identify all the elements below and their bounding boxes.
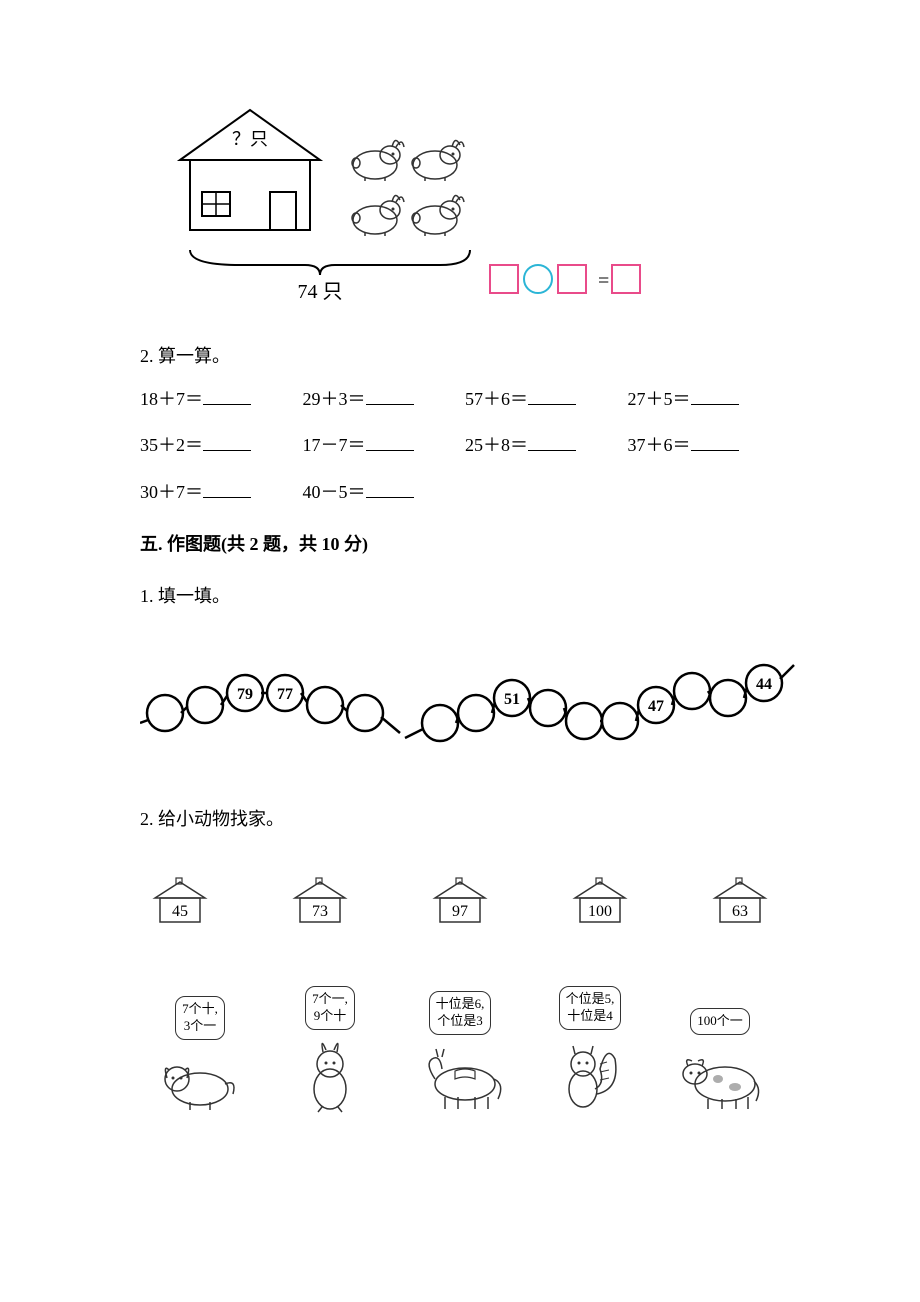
svg-text:44: 44 xyxy=(756,676,772,693)
house-item: 97 xyxy=(430,876,490,936)
calc-item: 35＋2＝ xyxy=(140,429,293,461)
calc-item: 37＋6＝ xyxy=(628,429,781,461)
house-item: 63 xyxy=(710,876,770,936)
answer-blank[interactable] xyxy=(366,432,414,451)
calc-item: 40－5＝ xyxy=(303,476,456,508)
house-item: 73 xyxy=(290,876,350,936)
animal-squirrel: 个位是5,十位是4 xyxy=(530,986,650,1124)
answer-blank[interactable] xyxy=(366,479,414,498)
svg-text:45: 45 xyxy=(172,903,188,920)
speech-bubble: 7个十,3个一 xyxy=(175,996,225,1040)
svg-text:63: 63 xyxy=(732,903,748,920)
animal-rabbit: 7个一,9个十 xyxy=(270,986,390,1124)
answer-blank[interactable] xyxy=(691,386,739,405)
answer-blank[interactable] xyxy=(203,386,251,405)
speech-bubble: 个位是5,十位是4 xyxy=(559,986,622,1030)
calc-item: 27＋5＝ xyxy=(628,383,781,415)
svg-text:73: 73 xyxy=(312,903,328,920)
svg-text:97: 97 xyxy=(452,903,468,920)
horse-icon xyxy=(410,1039,510,1114)
speech-bubble: 100个一 xyxy=(690,1008,750,1035)
rabbits-group xyxy=(352,140,464,236)
calc-item: 29＋3＝ xyxy=(303,383,456,415)
house-item: 45 xyxy=(150,876,210,936)
house-item: 100 xyxy=(570,876,630,936)
question-1-label: 1. 填一填。 xyxy=(140,580,780,612)
dog-icon xyxy=(155,1044,245,1114)
calc-item: 25＋8＝ xyxy=(465,429,618,461)
calc-item: 30＋7＝ xyxy=(140,476,293,508)
rabbit-icon xyxy=(290,1034,370,1114)
svg-text:79: 79 xyxy=(237,686,253,703)
calc-grid: 18＋7＝ 29＋3＝ 57＋6＝ 27＋5＝ 35＋2＝ 17－7＝ 25＋8… xyxy=(140,383,780,508)
house-drawing: ？只 xyxy=(180,110,320,230)
calc-item: 57＋6＝ xyxy=(465,383,618,415)
svg-text:47: 47 xyxy=(648,698,664,715)
section-5-header: 五. 作图题(共 2 题，共 10 分) xyxy=(140,528,780,560)
answer-blank[interactable] xyxy=(366,386,414,405)
animals-row: 7个十,3个一 7个一,9个十 xyxy=(140,986,780,1124)
rabbit-house-figure: ？只 xyxy=(140,100,780,310)
speech-bubble: 7个一,9个十 xyxy=(305,986,355,1030)
answer-blank[interactable] xyxy=(528,432,576,451)
question-2-label: 2. 给小动物找家。 xyxy=(140,803,780,835)
answer-blank[interactable] xyxy=(203,432,251,451)
answer-blank[interactable] xyxy=(203,479,251,498)
total-label: 74 只 xyxy=(298,281,343,300)
svg-text:100: 100 xyxy=(588,903,612,920)
svg-text:=: = xyxy=(598,270,609,292)
answer-blank[interactable] xyxy=(691,432,739,451)
svg-text:51: 51 xyxy=(504,691,520,708)
houses-row: 45 73 97 100 xyxy=(140,876,780,936)
speech-bubble: 十位是6,个位是3 xyxy=(429,991,492,1035)
number-sequence-figure: 79 77 51 47 44 xyxy=(140,643,780,763)
brace xyxy=(190,250,470,275)
animal-dog: 7个十,3个一 xyxy=(140,996,260,1124)
answer-blank[interactable] xyxy=(528,386,576,405)
svg-text:77: 77 xyxy=(277,686,293,703)
animal-cow: 100个一 xyxy=(660,1003,780,1124)
equation-template: = xyxy=(490,265,640,293)
house-label: ？只 xyxy=(232,129,268,149)
problem-2-label: 2. 算一算。 xyxy=(140,340,780,372)
cow-icon xyxy=(670,1039,770,1114)
animal-horse: 十位是6,个位是3 xyxy=(400,991,520,1124)
calc-item: 17－7＝ xyxy=(303,429,456,461)
squirrel-icon xyxy=(545,1034,635,1114)
calc-item: 18＋7＝ xyxy=(140,383,293,415)
